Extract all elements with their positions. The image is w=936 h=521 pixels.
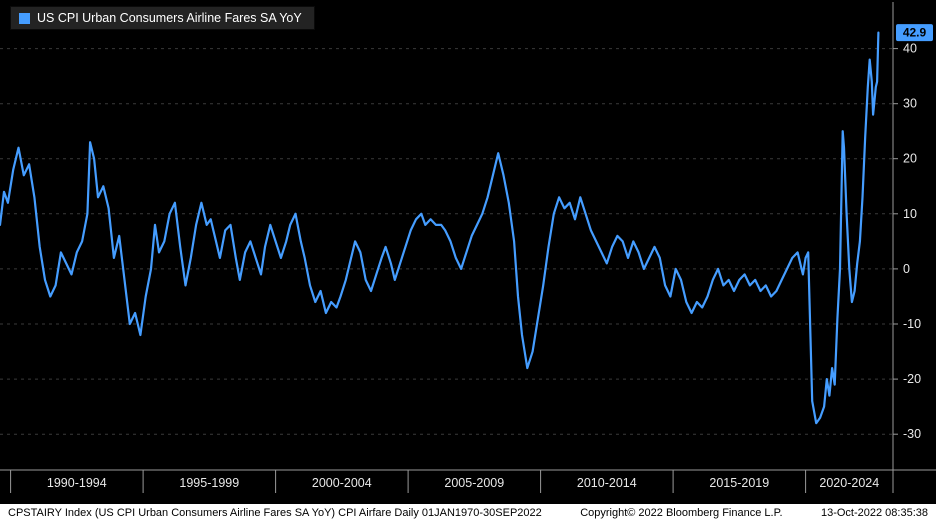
legend[interactable]: US CPI Urban Consumers Airline Fares SA …	[10, 6, 315, 30]
y-tick-label: 20	[903, 152, 917, 166]
x-tick-label: 2000-2004	[312, 476, 372, 490]
legend-swatch-icon	[19, 12, 30, 24]
y-tick-label: 40	[903, 42, 917, 56]
footer-copyright: Copyright© 2022 Bloomberg Finance L.P.	[580, 506, 783, 519]
y-tick-label: -30	[903, 427, 921, 441]
chart-plot: 40 30 20 10 0 -10 -20 -30 1990-1994 1995-1999 2000…	[0, 2, 936, 493]
series-line	[0, 31, 880, 425]
x-tick-label: 2005-2009	[444, 476, 504, 490]
last-value-badge	[896, 24, 933, 42]
y-tick-label: 30	[903, 97, 917, 111]
x-tick-label: 1995-1999	[179, 476, 239, 490]
footer-ticker-info: CPSTAIRY Index (US CPI Urban Consumers A…	[8, 506, 542, 519]
y-tick-label: -20	[903, 372, 921, 386]
last-value-badge-text: 42.9	[903, 26, 927, 40]
y-tick-label: 10	[903, 207, 917, 221]
x-tick-label: 2015-2019	[709, 476, 769, 490]
x-tick-label: 1990-1994	[47, 476, 107, 490]
footer-timestamp: 13-Oct-2022 08:35:38	[820, 506, 928, 519]
x-tick-label: 2020-2024	[819, 476, 879, 490]
y-tick-label: 0	[903, 262, 910, 276]
x-tick-label: 2010-2014	[577, 476, 637, 490]
footer-bar: CPSTAIRY Index (US CPI Urban Consumers A…	[0, 504, 936, 521]
legend-label: US CPI Urban Consumers Airline Fares SA …	[37, 11, 302, 25]
y-tick-label: -10	[903, 317, 921, 331]
